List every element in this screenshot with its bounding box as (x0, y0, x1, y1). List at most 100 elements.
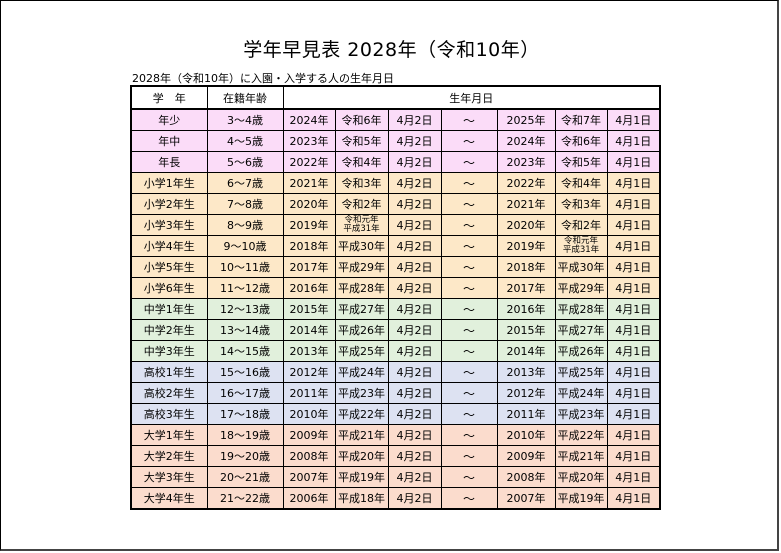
from-date-cell: 4月2日 (387, 130, 442, 152)
to-era-cell-line2: 平成31年 (562, 245, 600, 255)
grade-cell: 中学2年生 (130, 319, 208, 341)
from-era-cell-line1: 令和元年 (344, 215, 379, 225)
tilde-cell: ～ (440, 108, 498, 131)
table-row: 高校2年生 16～17歳 2011年 平成23年 4月2日～ 2012年 平成24年 4月1日 (130, 382, 661, 404)
from-era-cell: 平成24年 (334, 361, 389, 383)
header-age: 在籍年齢 (206, 85, 284, 110)
from-date-cell: 4月2日 (387, 424, 442, 446)
to-era-cell: 令和5年 (554, 151, 608, 173)
from-date-cell: 4月2日 (387, 445, 442, 467)
table-row: 大学1年生 18～19歳 2009年 平成21年 4月2日～ 2010年 平成22年 4月1日 (130, 424, 661, 446)
to-era-cell: 令和2年 (554, 214, 608, 236)
table-row: 小学5年生 10～11歳 2017年 平成29年 4月2日～ 2018年 平成30年 4月1日 (130, 256, 661, 278)
from-year-cell: 2019年 (282, 214, 336, 236)
from-year-cell: 2010年 (282, 403, 336, 425)
tilde-cell: ～ (440, 445, 498, 467)
age-cell: 10～11歳 (206, 256, 284, 278)
grade-cell: 年中 (130, 130, 208, 152)
grade-cell: 高校2年生 (130, 382, 208, 404)
to-date-cell: 4月1日 (606, 340, 661, 362)
grade-cell: 高校3年生 (130, 403, 208, 425)
to-year-cell: 2020年 (496, 214, 556, 236)
tilde-cell: ～ (440, 424, 498, 446)
from-date-cell: 4月2日 (387, 193, 442, 215)
tilde-cell: ～ (440, 214, 498, 236)
from-year-cell: 2008年 (282, 445, 336, 467)
from-era-cell: 平成22年 (334, 403, 389, 425)
table-row: 年少 3～4歳 2024年 令和6年 4月2日～ 2025年 令和7年 4月1日 (130, 108, 661, 131)
grade-cell: 大学3年生 (130, 466, 208, 488)
to-year-cell: 2019年 (496, 235, 556, 257)
grade-cell: 大学1年生 (130, 424, 208, 446)
tilde-cell: ～ (440, 361, 498, 383)
grade-cell: 小学2年生 (130, 193, 208, 215)
to-date-cell: 4月1日 (606, 424, 661, 446)
age-cell: 6～7歳 (206, 172, 284, 194)
age-cell: 15～16歳 (206, 361, 284, 383)
table-row: 高校3年生 17～18歳 2010年 平成22年 4月2日～ 2011年 平成23年 4月1日 (130, 403, 661, 425)
table-row: 中学1年生 12～13歳 2015年 平成27年 4月2日～ 2016年 平成28年 4月1日 (130, 298, 661, 320)
from-era-cell: 平成23年 (334, 382, 389, 404)
from-era-cell: 令和元年 平成31年 (334, 214, 389, 236)
grade-cell: 高校1年生 (130, 361, 208, 383)
to-era-cell: 平成25年 (554, 361, 608, 383)
tilde-cell: ～ (440, 319, 498, 341)
table-row: 小学1年生 6～7歳 2021年 令和3年 4月2日～ 2022年 令和4年 4月1日 (130, 172, 661, 194)
grade-cell: 年少 (130, 108, 208, 131)
to-date-cell: 4月1日 (606, 403, 661, 425)
page-title: 学年早見表 2028年（令和10年） (243, 39, 540, 61)
table-body: 年少 3～4歳 2024年 令和6年 4月2日～ 2025年 令和7年 4月1日 年中 4～5歳 2… (130, 108, 661, 510)
from-era-cell: 平成27年 (334, 298, 389, 320)
to-era-cell: 平成19年 (554, 487, 608, 510)
table-row: 大学4年生 21～22歳 2006年 平成18年 4月2日～ 2007年 平成19年 4月1日 (130, 487, 661, 510)
from-date-cell: 4月2日 (387, 487, 442, 510)
to-date-cell: 4月1日 (606, 319, 661, 341)
from-era-cell: 平成29年 (334, 256, 389, 278)
from-year-cell: 2018年 (282, 235, 336, 257)
from-year-cell: 2014年 (282, 319, 336, 341)
to-date-cell: 4月1日 (606, 487, 661, 510)
from-year-cell: 2020年 (282, 193, 336, 215)
age-cell: 18～19歳 (206, 424, 284, 446)
grade-cell: 小学1年生 (130, 172, 208, 194)
to-era-cell: 平成30年 (554, 256, 608, 278)
from-date-cell: 4月2日 (387, 172, 442, 194)
tilde-cell: ～ (440, 193, 498, 215)
to-era-cell: 平成28年 (554, 298, 608, 320)
from-year-cell: 2013年 (282, 340, 336, 362)
age-cell: 14～15歳 (206, 340, 284, 362)
tilde-cell: ～ (440, 151, 498, 173)
tilde-cell: ～ (440, 277, 498, 299)
age-cell: 5～6歳 (206, 151, 284, 173)
from-date-cell: 4月2日 (387, 466, 442, 488)
age-cell: 3～4歳 (206, 108, 284, 131)
table-row: 大学3年生 20～21歳 2007年 平成19年 4月2日～ 2008年 平成20年 4月1日 (130, 466, 661, 488)
header-grade: 学 年 (130, 85, 208, 110)
from-era-cell: 平成30年 (334, 235, 389, 257)
to-era-cell: 平成24年 (554, 382, 608, 404)
from-year-cell: 2023年 (282, 130, 336, 152)
to-date-cell: 4月1日 (606, 108, 661, 131)
from-year-cell: 2009年 (282, 424, 336, 446)
age-cell: 13～14歳 (206, 319, 284, 341)
to-era-cell: 平成26年 (554, 340, 608, 362)
to-date-cell: 4月1日 (606, 298, 661, 320)
from-date-cell: 4月2日 (387, 235, 442, 257)
to-date-cell: 4月1日 (606, 277, 661, 299)
grade-cell: 小学3年生 (130, 214, 208, 236)
to-year-cell: 2022年 (496, 172, 556, 194)
grade-cell: 小学4年生 (130, 235, 208, 257)
to-date-cell: 4月1日 (606, 466, 661, 488)
to-year-cell: 2009年 (496, 445, 556, 467)
to-year-cell: 2010年 (496, 424, 556, 446)
to-era-cell: 平成29年 (554, 277, 608, 299)
from-year-cell: 2021年 (282, 172, 336, 194)
table-row: 年中 4～5歳 2023年 令和5年 4月2日～ 2024年 令和6年 4月1日 (130, 130, 661, 152)
to-date-cell: 4月1日 (606, 214, 661, 236)
tilde-cell: ～ (440, 403, 498, 425)
grade-cell: 大学2年生 (130, 445, 208, 467)
from-year-cell: 2012年 (282, 361, 336, 383)
grade-cell: 中学1年生 (130, 298, 208, 320)
to-date-cell: 4月1日 (606, 151, 661, 173)
to-year-cell: 2013年 (496, 361, 556, 383)
